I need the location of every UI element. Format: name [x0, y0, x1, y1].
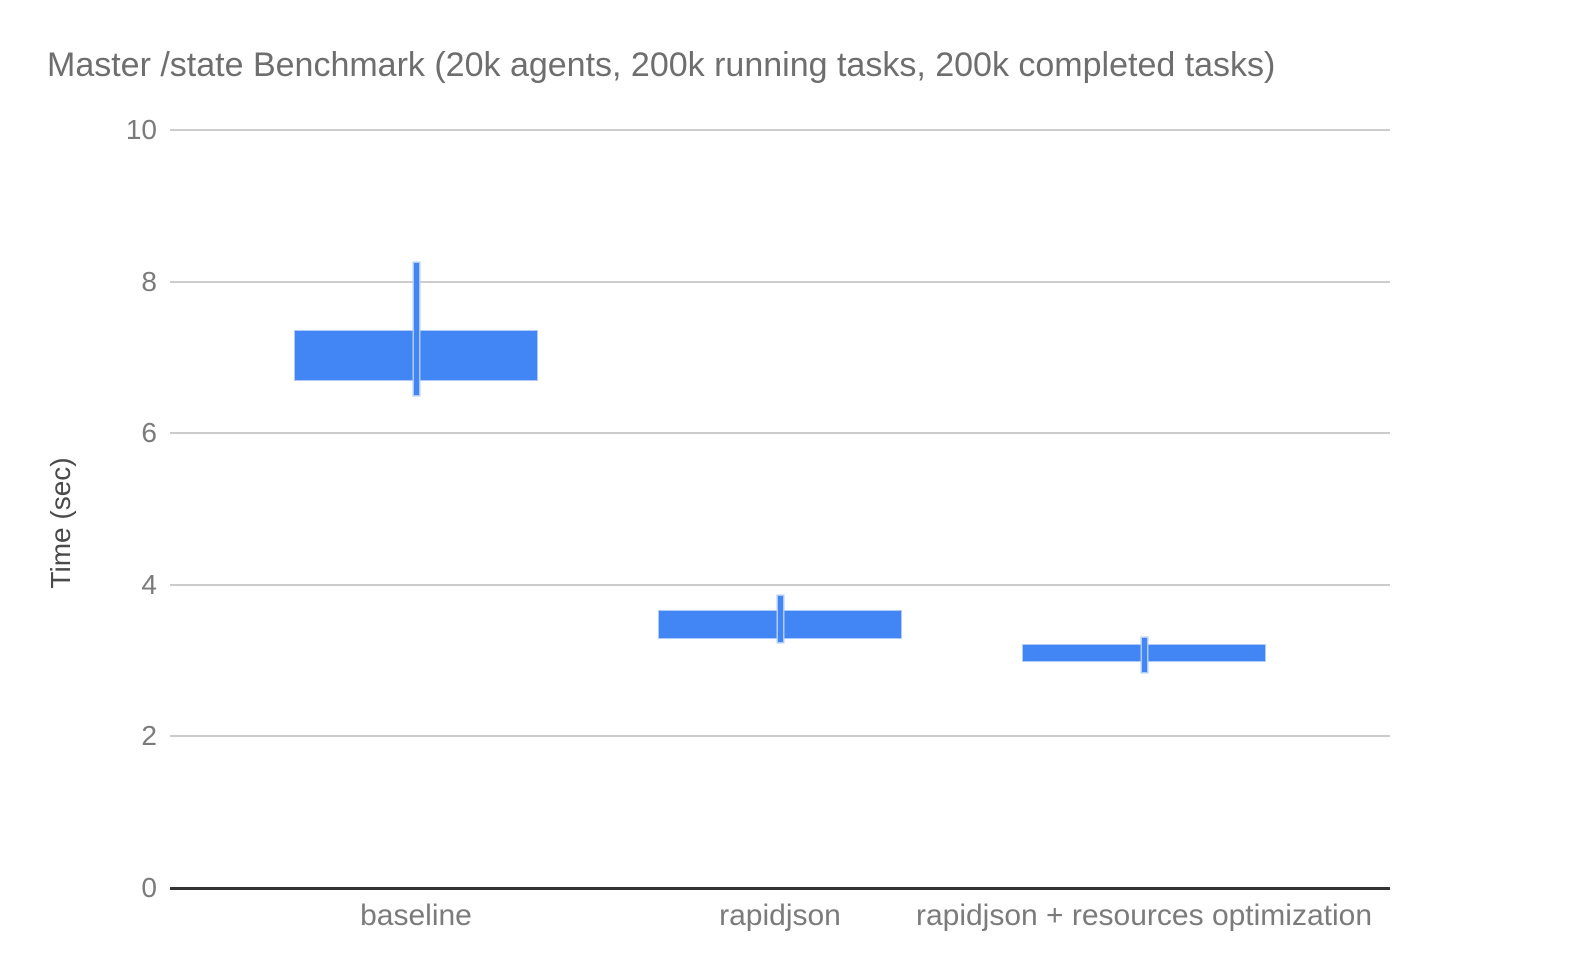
- gridline: [170, 735, 1390, 738]
- x-axis-label: baseline: [360, 899, 472, 932]
- y-tick-label: 4: [141, 568, 157, 600]
- gridline: [170, 583, 1390, 586]
- x-axis-label: rapidjson: [719, 899, 841, 932]
- chart-title: Master /state Benchmark (20k agents, 200…: [47, 46, 1276, 84]
- y-tick-label: 2: [141, 720, 157, 752]
- candle-whisker-2[interactable]: [777, 596, 783, 642]
- gridline: [170, 280, 1390, 283]
- y-tick-label: 0: [141, 872, 157, 903]
- x-axis-line: [170, 887, 1390, 890]
- gridline: [170, 129, 1390, 131]
- candle-whisker-3[interactable]: [1141, 637, 1147, 672]
- y-tick-label: 6: [141, 417, 157, 449]
- gridline: [170, 432, 1390, 435]
- y-tick-label: 10: [125, 114, 157, 145]
- y-tick-label: 8: [141, 265, 157, 297]
- candle-whisker-1[interactable]: [413, 262, 419, 396]
- x-axis-label: rapidjson + resources optimization: [915, 899, 1373, 932]
